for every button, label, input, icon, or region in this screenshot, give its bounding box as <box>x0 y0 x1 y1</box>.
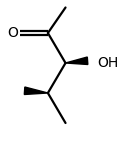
Polygon shape <box>66 57 88 64</box>
Text: OH: OH <box>97 56 118 70</box>
Text: O: O <box>7 26 18 40</box>
Polygon shape <box>24 87 48 94</box>
Text: OH: OH <box>55 0 76 3</box>
